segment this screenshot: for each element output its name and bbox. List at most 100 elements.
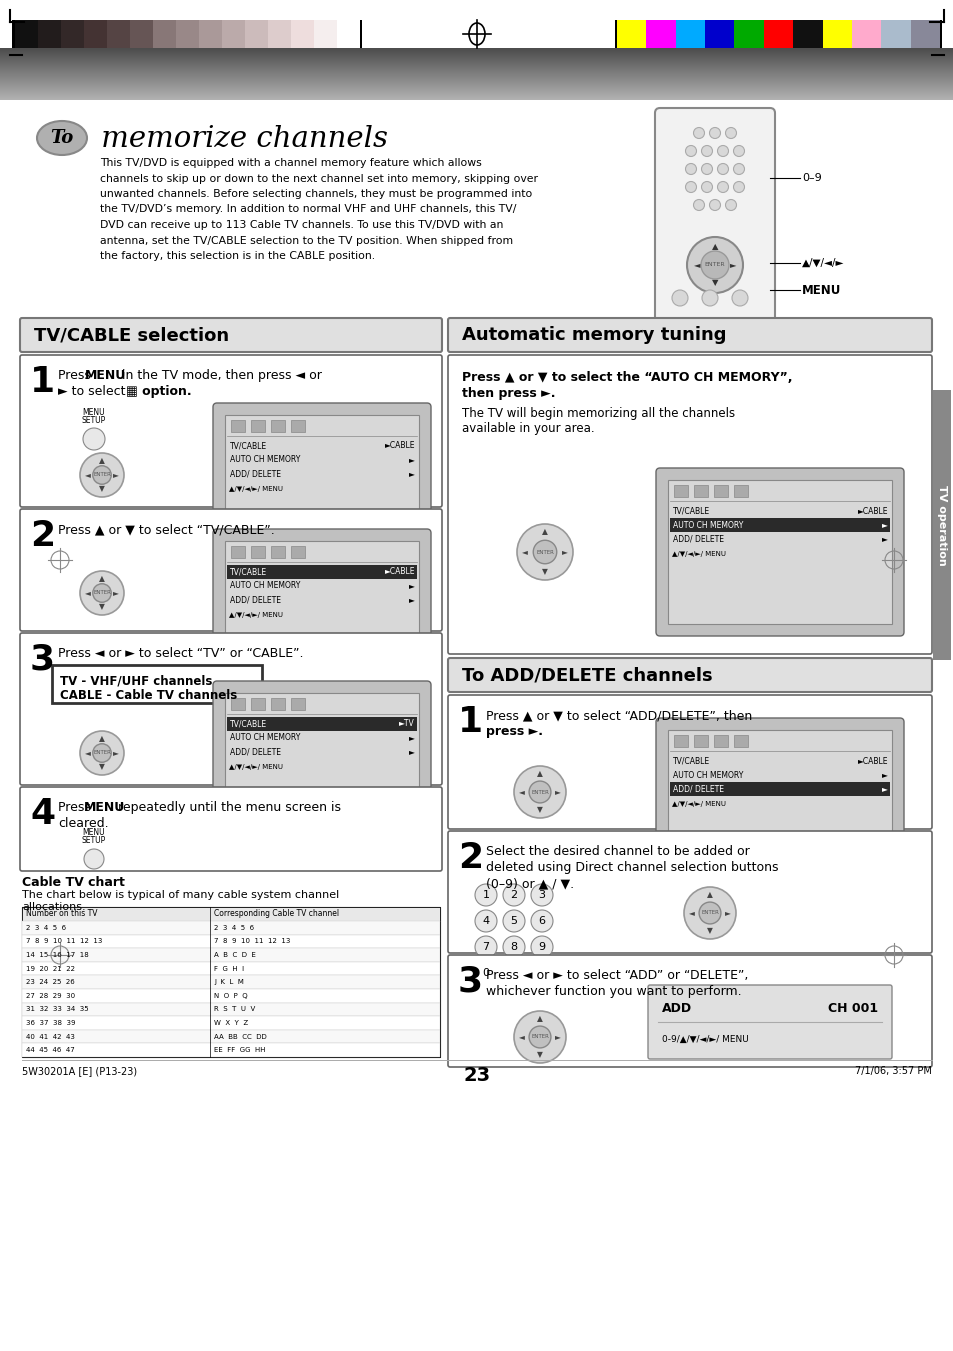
FancyBboxPatch shape bbox=[213, 681, 431, 809]
Text: allocations.: allocations. bbox=[22, 902, 86, 912]
Bar bbox=[227, 565, 416, 580]
Circle shape bbox=[733, 181, 743, 192]
Text: ▼: ▼ bbox=[537, 805, 542, 815]
Text: 5W30201A [E] (P13-23): 5W30201A [E] (P13-23) bbox=[22, 1066, 137, 1075]
Text: W  X  Y  Z: W X Y Z bbox=[213, 1020, 248, 1025]
Text: 4: 4 bbox=[30, 797, 55, 831]
FancyBboxPatch shape bbox=[213, 530, 431, 657]
Bar bbox=[617, 20, 646, 49]
Text: ►: ► bbox=[409, 455, 415, 465]
Text: ► to select: ► to select bbox=[58, 385, 130, 399]
Text: Press ◄ or ► to select “TV” or “CABLE”.: Press ◄ or ► to select “TV” or “CABLE”. bbox=[58, 647, 303, 661]
Text: 7  8  9  10  11  12  13: 7 8 9 10 11 12 13 bbox=[26, 939, 102, 944]
Text: 40  41  42  43: 40 41 42 43 bbox=[26, 1034, 74, 1040]
Text: ►CABLE: ►CABLE bbox=[857, 757, 887, 766]
Text: the factory, this selection is in the CABLE position.: the factory, this selection is in the CA… bbox=[100, 251, 375, 261]
Text: 3: 3 bbox=[537, 890, 545, 900]
FancyBboxPatch shape bbox=[448, 317, 931, 353]
Text: AUTO CH MEMORY: AUTO CH MEMORY bbox=[230, 581, 300, 590]
Text: 0-9/▲/▼/◄/►/ MENU: 0-9/▲/▼/◄/►/ MENU bbox=[661, 1035, 748, 1043]
Bar bbox=[12, 20, 15, 49]
Bar bbox=[910, 20, 939, 49]
Circle shape bbox=[80, 731, 124, 775]
Circle shape bbox=[475, 884, 497, 907]
Text: MENU: MENU bbox=[801, 284, 841, 296]
Circle shape bbox=[514, 1011, 565, 1063]
Bar bbox=[734, 20, 763, 49]
Text: ▲: ▲ bbox=[537, 1015, 542, 1024]
Text: 7: 7 bbox=[482, 942, 489, 952]
Circle shape bbox=[92, 584, 112, 603]
Bar bbox=[22, 907, 439, 921]
FancyBboxPatch shape bbox=[20, 355, 441, 507]
Text: ►: ► bbox=[409, 747, 415, 757]
Text: press ►.: press ►. bbox=[485, 725, 542, 738]
Text: ▼: ▼ bbox=[541, 567, 547, 577]
Circle shape bbox=[685, 163, 696, 174]
Text: AUTO CH MEMORY: AUTO CH MEMORY bbox=[672, 520, 742, 530]
Bar bbox=[22, 1002, 439, 1016]
Circle shape bbox=[683, 888, 735, 939]
Text: repeatedly until the menu screen is: repeatedly until the menu screen is bbox=[113, 801, 340, 815]
Text: ◄: ◄ bbox=[85, 748, 91, 758]
Circle shape bbox=[502, 936, 524, 958]
Text: ◄: ◄ bbox=[518, 788, 524, 797]
Bar bbox=[291, 420, 305, 432]
Bar bbox=[22, 1029, 439, 1043]
Circle shape bbox=[717, 146, 728, 157]
Text: 27  28  29  30: 27 28 29 30 bbox=[26, 993, 75, 998]
Bar bbox=[615, 20, 617, 49]
Text: ►: ► bbox=[882, 520, 887, 530]
Circle shape bbox=[733, 146, 743, 157]
Text: CABLE - Cable TV channels: CABLE - Cable TV channels bbox=[60, 689, 237, 703]
Bar bbox=[152, 20, 175, 49]
Text: channels to skip up or down to the next channel set into memory, skipping over: channels to skip up or down to the next … bbox=[100, 173, 537, 184]
Text: ►: ► bbox=[409, 734, 415, 743]
Text: 5: 5 bbox=[510, 916, 517, 925]
Text: ►: ► bbox=[113, 589, 119, 597]
Bar bbox=[693, 735, 707, 747]
Text: ADD: ADD bbox=[661, 1002, 691, 1016]
Bar bbox=[22, 935, 439, 948]
FancyBboxPatch shape bbox=[20, 509, 441, 631]
Text: ◄: ◄ bbox=[693, 261, 700, 269]
Bar bbox=[22, 975, 439, 989]
Circle shape bbox=[733, 163, 743, 174]
Text: ►: ► bbox=[724, 908, 730, 917]
Bar bbox=[268, 20, 291, 49]
Text: ▲: ▲ bbox=[541, 527, 547, 536]
FancyBboxPatch shape bbox=[656, 467, 903, 636]
Bar bbox=[733, 485, 747, 497]
Text: 4: 4 bbox=[482, 916, 489, 925]
Text: TV/CABLE: TV/CABLE bbox=[230, 567, 267, 577]
Bar bbox=[673, 735, 687, 747]
Text: ►: ► bbox=[113, 470, 119, 480]
Text: ►CABLE: ►CABLE bbox=[857, 507, 887, 516]
Bar bbox=[84, 20, 107, 49]
Bar bbox=[673, 485, 687, 497]
Text: in the TV mode, then press ◄ or: in the TV mode, then press ◄ or bbox=[118, 369, 321, 382]
Bar bbox=[667, 730, 891, 839]
Circle shape bbox=[502, 911, 524, 932]
FancyBboxPatch shape bbox=[448, 355, 931, 654]
Circle shape bbox=[700, 181, 712, 192]
Text: The TV will begin memorizing all the channels: The TV will begin memorizing all the cha… bbox=[461, 407, 735, 420]
Text: ENTER: ENTER bbox=[531, 1035, 548, 1039]
Text: 0–9: 0–9 bbox=[801, 173, 821, 182]
Text: ◄: ◄ bbox=[688, 908, 694, 917]
Text: Press ▲ or ▼ to select “TV/CABLE”.: Press ▲ or ▼ to select “TV/CABLE”. bbox=[58, 523, 274, 536]
Text: ◄: ◄ bbox=[518, 1032, 524, 1042]
Bar bbox=[15, 20, 38, 49]
Text: 1: 1 bbox=[482, 890, 489, 900]
Circle shape bbox=[84, 848, 104, 869]
Text: ▲: ▲ bbox=[99, 457, 105, 466]
Bar bbox=[667, 480, 891, 624]
FancyBboxPatch shape bbox=[20, 634, 441, 785]
Text: 36  37  38  39: 36 37 38 39 bbox=[26, 1020, 75, 1025]
Bar bbox=[38, 20, 61, 49]
Bar bbox=[821, 20, 851, 49]
Text: MENU: MENU bbox=[83, 828, 105, 838]
FancyBboxPatch shape bbox=[20, 317, 441, 353]
Circle shape bbox=[724, 127, 736, 139]
Text: 44  45  46  47: 44 45 46 47 bbox=[26, 1047, 74, 1054]
